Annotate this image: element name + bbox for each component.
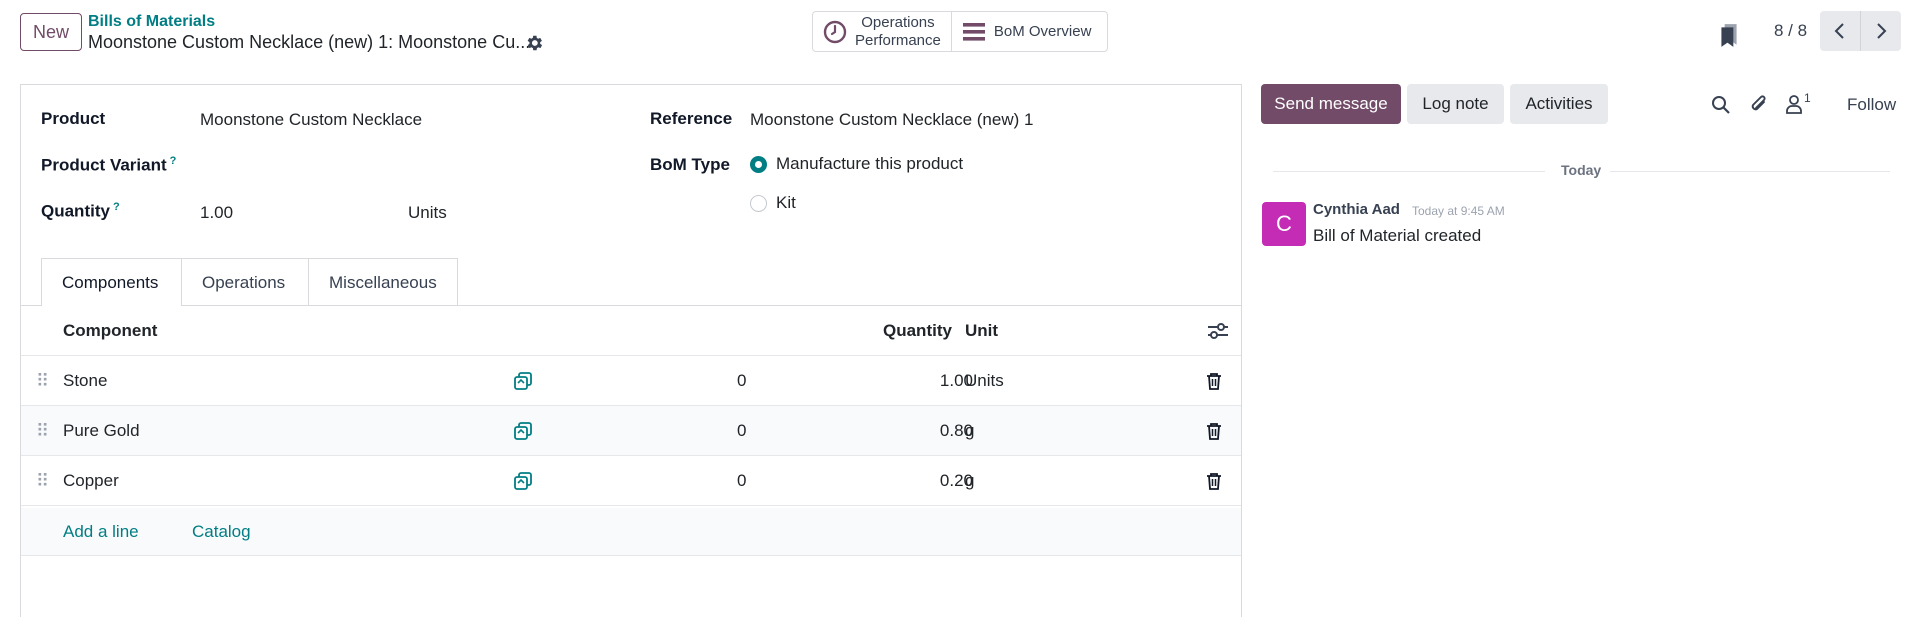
- log-note-button[interactable]: Log note: [1407, 84, 1504, 124]
- smart-buttons: Operations Performance BoM Overview: [812, 11, 1108, 52]
- reference-label: Reference: [650, 109, 733, 128]
- count-cell: 0: [737, 421, 747, 440]
- unit-cell[interactable]: g: [965, 421, 975, 440]
- paperclip-icon[interactable]: [1749, 94, 1769, 116]
- component-cell[interactable]: Stone: [63, 371, 108, 390]
- unit-cell[interactable]: Units: [965, 371, 1004, 390]
- components-table-header: Component Quantity Unit: [21, 306, 1241, 356]
- date-separator: Today: [1561, 162, 1602, 178]
- date-divider-left: [1273, 171, 1545, 172]
- trash-icon[interactable]: [1206, 456, 1222, 506]
- quantity-field[interactable]: 1.00: [200, 203, 234, 222]
- column-header-quantity[interactable]: Quantity: [883, 321, 952, 340]
- quantity-unit-field[interactable]: Units: [408, 203, 447, 222]
- search-icon[interactable]: [1711, 95, 1731, 115]
- operations-label: Operations: [861, 13, 935, 31]
- column-settings-icon[interactable]: [1207, 306, 1229, 356]
- form-sheet: [20, 84, 1242, 617]
- bom-type-manufacture-label[interactable]: Manufacture this product: [776, 154, 964, 173]
- copy-icon[interactable]: [513, 456, 533, 506]
- bookmark-icon[interactable]: [1716, 22, 1742, 48]
- tab-components[interactable]: Components: [41, 258, 182, 306]
- drag-handle-icon[interactable]: ⠿: [36, 470, 49, 491]
- trash-icon[interactable]: [1206, 356, 1222, 406]
- product-variant-label: Product Variant?: [41, 155, 176, 176]
- product-label: Product: [41, 109, 106, 128]
- unit-cell[interactable]: g: [965, 471, 975, 490]
- chevron-right-icon: [1877, 23, 1887, 39]
- follower-count: 1: [1804, 91, 1811, 105]
- quantity-cell[interactable]: 0.80: [939, 421, 973, 440]
- tab-operations[interactable]: Operations: [181, 258, 309, 306]
- table-row[interactable]: ⠿ Pure Gold 0 0.80 g: [21, 406, 1241, 456]
- bom-type-manufacture-radio[interactable]: [750, 156, 767, 173]
- pager-next-button[interactable]: [1860, 11, 1901, 51]
- product-variant-help[interactable]: ?: [169, 155, 177, 167]
- drag-handle-icon[interactable]: ⠿: [36, 370, 49, 391]
- table-row[interactable]: ⠿ Stone 0 1.00 Units: [21, 356, 1241, 406]
- message-timestamp: Today at 9:45 AM: [1412, 204, 1505, 218]
- clock-icon: [823, 20, 847, 43]
- follow-button[interactable]: Follow: [1847, 95, 1897, 114]
- copy-icon[interactable]: [513, 406, 533, 456]
- pager-previous-button[interactable]: [1820, 11, 1860, 51]
- tab-underline: [20, 305, 1242, 306]
- copy-icon[interactable]: [513, 356, 533, 406]
- column-header-component[interactable]: Component: [63, 321, 158, 340]
- bom-overview-label: BoM Overview: [993, 23, 1092, 40]
- pager-value[interactable]: 8 / 8: [1774, 21, 1808, 40]
- bars-icon: [962, 22, 985, 41]
- follower-icon[interactable]: [1785, 94, 1803, 114]
- performance-label: Performance: [855, 31, 941, 49]
- avatar[interactable]: C: [1262, 202, 1306, 246]
- component-cell[interactable]: Copper: [63, 471, 119, 490]
- add-a-line-link[interactable]: Add a line: [63, 522, 139, 541]
- product-variant-text: Product Variant: [41, 155, 167, 175]
- bom-type-kit-radio[interactable]: [750, 195, 767, 212]
- gear-icon[interactable]: [524, 33, 544, 53]
- bom-type-label: BoM Type: [650, 155, 730, 174]
- add-line-row: Add a line Catalog: [21, 508, 1241, 556]
- active-tab-gap: [42, 304, 181, 307]
- bom-overview-button[interactable]: BoM Overview: [950, 12, 1102, 51]
- new-button[interactable]: New: [20, 13, 82, 51]
- table-row[interactable]: ⠿ Copper 0 0.20 g: [21, 456, 1241, 506]
- operations-performance-button[interactable]: Operations Performance: [813, 12, 951, 51]
- message-body: Bill of Material created: [1313, 226, 1482, 245]
- component-cell[interactable]: Pure Gold: [63, 421, 140, 440]
- product-variant-field[interactable]: [200, 150, 600, 180]
- drag-handle-icon[interactable]: ⠿: [36, 420, 49, 441]
- bom-type-kit-label[interactable]: Kit: [776, 193, 796, 212]
- trash-icon[interactable]: [1206, 406, 1222, 456]
- quantity-label: Quantity?: [41, 201, 120, 222]
- quantity-cell[interactable]: 0.20: [939, 471, 973, 490]
- breadcrumb-bills-of-materials[interactable]: Bills of Materials: [88, 13, 216, 30]
- send-message-button[interactable]: Send message: [1261, 84, 1401, 124]
- column-header-unit[interactable]: Unit: [965, 321, 999, 340]
- catalog-link[interactable]: Catalog: [192, 522, 251, 541]
- count-cell: 0: [737, 471, 747, 490]
- activities-button[interactable]: Activities: [1510, 84, 1608, 124]
- message-author[interactable]: Cynthia Aad: [1313, 201, 1400, 218]
- date-divider-right: [1610, 171, 1890, 172]
- quantity-cell[interactable]: 1.00: [939, 371, 973, 390]
- pager-buttons: [1820, 11, 1901, 51]
- count-cell: 0: [737, 371, 747, 390]
- chevron-left-icon: [1834, 23, 1844, 39]
- tab-miscellaneous[interactable]: Miscellaneous: [308, 258, 458, 306]
- breadcrumb-current-record: Moonstone Custom Necklace (new) 1: Moons…: [88, 32, 531, 52]
- quantity-text: Quantity: [41, 201, 110, 221]
- product-field[interactable]: Moonstone Custom Necklace: [200, 110, 423, 129]
- reference-field[interactable]: Moonstone Custom Necklace (new) 1: [750, 110, 1034, 129]
- quantity-help[interactable]: ?: [112, 201, 120, 213]
